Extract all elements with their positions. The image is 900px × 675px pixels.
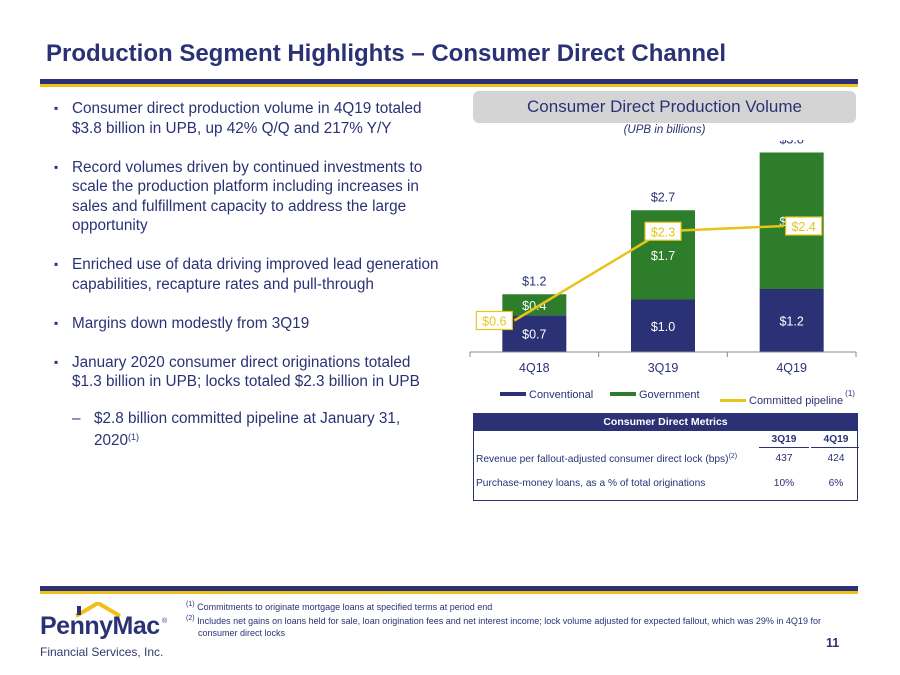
logo-wordmark: PennyMac [40,612,160,640]
data-label-conventional: $1.2 [779,315,803,329]
sub-bullet-item: $2.8 billion committed pipeline at Janua… [54,409,439,451]
bullet-item: Margins down modestly from 3Q19 [54,314,439,334]
metrics-footnote-mark: (2) [728,453,738,460]
legend-label: Committed pipeline [749,395,844,407]
legend-conventional: Conventional [500,389,593,401]
footnote-2: (2) Includes net gains on loans held for… [186,615,821,638]
data-label-total: $2.7 [651,190,675,204]
data-label-conventional: $1.0 [651,320,675,334]
data-label-pipeline: $2.3 [651,225,675,239]
metrics-col-header: 3Q19 [771,434,797,445]
data-label-total: $1.2 [522,274,546,288]
col-underline [759,447,809,448]
bar-conventional [759,289,824,352]
bullet-item: Record volumes driven by continued inves… [54,158,439,236]
bullet-item: Consumer direct production volume in 4Q1… [54,99,439,138]
metrics-value: 437 [775,453,793,464]
chart-title-banner: Consumer Direct Production Volume [473,91,856,123]
data-label-government: $1.7 [651,249,675,263]
col-underline [811,447,859,448]
data-label-pipeline: $0.6 [482,315,506,329]
title-rule-accent [40,84,858,87]
metrics-value: 6% [828,478,844,489]
bullet-list: Consumer direct production volume in 4Q1… [54,99,439,451]
pipeline-label-box [475,310,513,331]
legend-government: Government [610,389,700,401]
footer-rule [40,586,858,591]
legend-footnote-mark: (1) [845,389,855,398]
data-label-total: $3.8 [779,140,803,147]
metrics-col-header: 4Q19 [823,434,849,445]
roof-icon [74,602,122,618]
legend-label: Government [639,389,700,401]
logo-registered-mark: ® [162,618,168,625]
production-volume-chart: $0.7$0.4$1.24Q18$1.0$1.7$2.73Q19$1.2$2.6… [469,140,857,375]
metrics-row-label: Purchase-money loans, as a % of total or… [476,478,706,489]
data-label-conventional: $0.7 [522,328,546,342]
legend-swatch-pipeline [720,398,746,402]
legend-pipeline: Committed pipeline(1) [720,389,855,407]
x-tick-label: 4Q19 [776,361,807,375]
legend-swatch-government [610,392,636,397]
metrics-table-header: Consumer Direct Metrics [473,413,858,431]
sub-bullet-text: $2.8 billion committed pipeline at Janua… [94,409,401,450]
legend-label: Conventional [529,389,594,401]
data-label-pipeline: $2.4 [791,220,815,234]
pipeline-label-box [785,216,823,236]
metrics-row-label: Revenue per fallout-adjusted consumer di… [476,453,738,465]
footer-rule-accent [40,591,858,594]
pennymac-logo: PennyMac ® Financial Services, Inc. [36,602,186,662]
metrics-table-body: 3Q19 4Q19 Revenue per fallout-adjusted c… [473,431,859,501]
metrics-table: Consumer Direct Metrics 3Q19 4Q19 Revenu… [473,413,859,501]
legend-swatch-conventional [500,392,526,397]
x-tick-label: 3Q19 [648,361,679,375]
footnotes: (1) Commitments to originate mortgage lo… [186,599,826,639]
bullet-item: January 2020 consumer direct origination… [54,353,439,392]
x-tick-label: 4Q18 [519,361,550,375]
metrics-value: 10% [773,478,795,489]
bullet-item: Enriched use of data driving improved le… [54,255,439,294]
title-rule [40,79,858,84]
page-title: Production Segment Highlights – Consumer… [46,40,727,67]
data-label-government: $0.4 [522,299,546,313]
page-number: 11 [826,636,840,650]
logo-subtitle: Financial Services, Inc. [40,645,164,659]
sub-bullet-footnote-mark: (1) [128,432,140,442]
bar-conventional [631,299,695,352]
pipeline-label-box [644,221,682,241]
bar-conventional [502,315,567,352]
metrics-value: 424 [827,453,845,464]
footnote-1: (1) Commitments to originate mortgage lo… [186,601,493,612]
chart-subtitle: (UPB in billions) [623,124,706,136]
